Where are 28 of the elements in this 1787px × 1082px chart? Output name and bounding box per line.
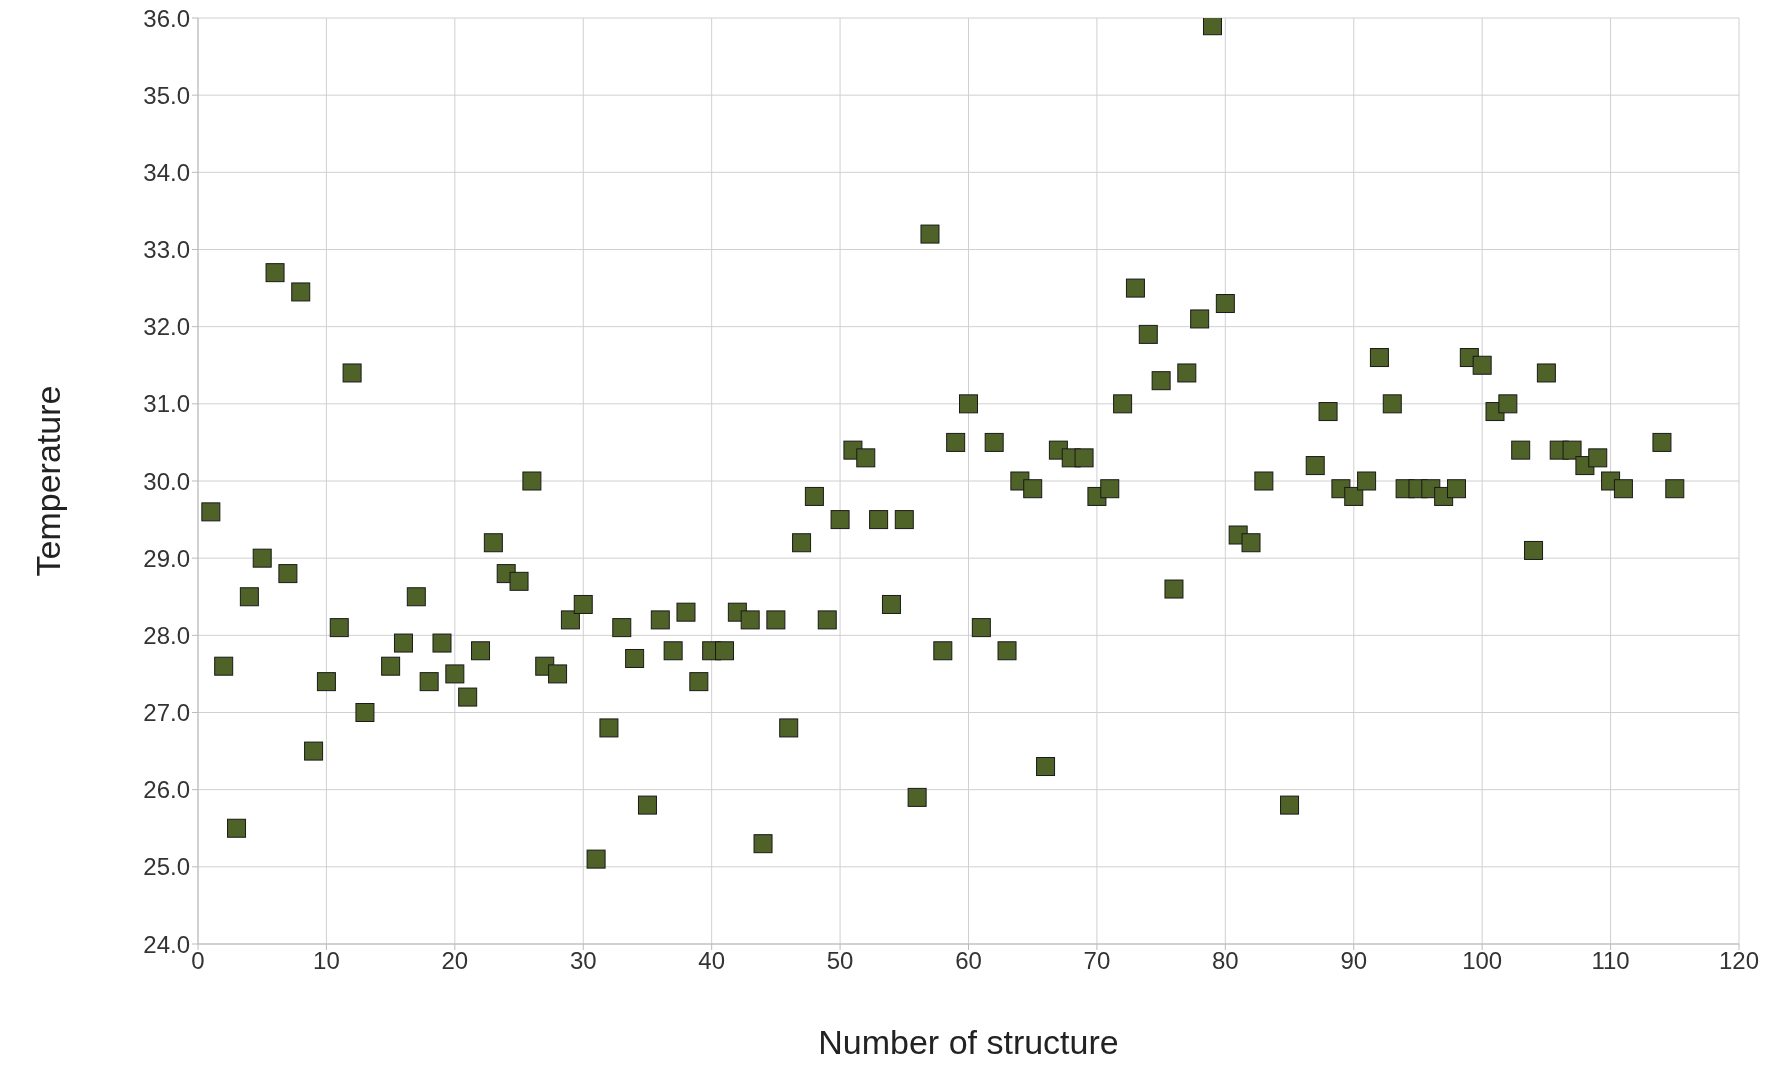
y-tick-label: 25.0	[143, 853, 190, 881]
y-tick-label: 33.0	[143, 236, 190, 264]
x-tick-label: 40	[698, 947, 726, 975]
x-tick-label: 120	[1718, 947, 1760, 975]
y-tick-label: 30.0	[143, 467, 190, 495]
x-tick-label: 100	[1462, 947, 1503, 975]
x-tick-label: 30	[569, 947, 597, 975]
x-tick-label: 80	[1211, 947, 1239, 975]
x-tick-label: 60	[955, 947, 982, 975]
y-tick-label: 34.0	[143, 158, 190, 186]
y-tick-label: 36.0	[143, 4, 190, 32]
y-axis-title: Temperature	[29, 385, 68, 577]
x-tick-label: 70	[1083, 947, 1111, 975]
x-tick-label: 10	[313, 947, 340, 975]
y-tick-label: 28.0	[143, 621, 190, 649]
y-tick-label: 27.0	[143, 699, 190, 727]
y-tick-label: 24.0	[143, 930, 190, 958]
y-tick-label: 35.0	[143, 81, 190, 109]
y-tick-label: 31.0	[143, 390, 190, 418]
y-tick-label: 32.0	[143, 313, 190, 341]
y-tick-label: 26.0	[143, 776, 190, 804]
x-tick-label: 20	[441, 947, 469, 975]
x-tick-label: 0	[191, 947, 205, 975]
x-axis-title: Number of structure	[818, 1023, 1119, 1061]
x-tick-label: 110	[1591, 947, 1630, 975]
x-tick-label: 90	[1340, 947, 1368, 975]
x-tick-label: 50	[826, 947, 854, 975]
y-tick-label: 29.0	[143, 544, 190, 572]
